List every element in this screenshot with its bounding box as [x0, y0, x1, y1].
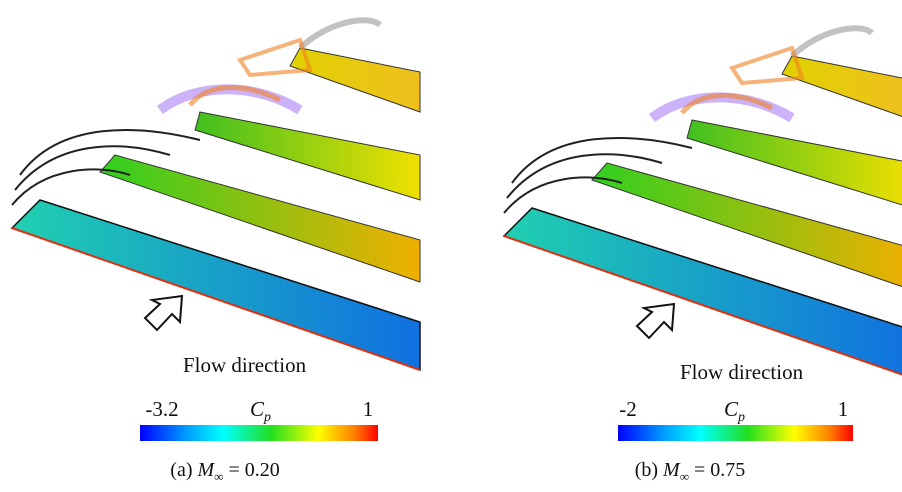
text-part: C [724, 397, 739, 421]
text-part: (a) [170, 459, 192, 481]
flow-label: Flow direction [183, 353, 307, 377]
wing-render [12, 20, 420, 370]
text-part: = 0.20 [228, 459, 279, 481]
colorbar-max: 1 [838, 397, 849, 421]
wing-render [504, 28, 902, 378]
colorbar [618, 425, 853, 441]
colorbar-symbol: Cp [250, 397, 271, 425]
text-part: (b) [635, 459, 658, 481]
flow-label: Flow direction [680, 360, 804, 384]
figure: Flow direction -3.2 Cp 1 (a) M∞ = 0.20 F… [0, 0, 902, 492]
panel-a: Flow direction -3.2 Cp 1 (a) M∞ = 0.20 [12, 20, 420, 484]
caption: (b) M∞ = 0.75 [635, 459, 746, 484]
text-part: p [737, 410, 745, 425]
text-part: ∞ [680, 469, 689, 484]
colorbar [140, 425, 378, 441]
text-part: = 0.75 [694, 459, 745, 481]
colorbar-min: -3.2 [145, 397, 178, 421]
panel-b: Flow direction -2 Cp 1 (b) M∞ = 0.75 [504, 28, 902, 484]
colorbar-symbol: Cp [724, 397, 745, 425]
text-part: C [250, 397, 265, 421]
text-part: ∞ [214, 469, 223, 484]
text-part: p [263, 410, 271, 425]
colorbar-max: 1 [363, 397, 374, 421]
colorbar-min: -2 [619, 397, 637, 421]
text-part: M [662, 459, 681, 481]
caption: (a) M∞ = 0.20 [170, 459, 279, 484]
text-part: M [196, 459, 215, 481]
